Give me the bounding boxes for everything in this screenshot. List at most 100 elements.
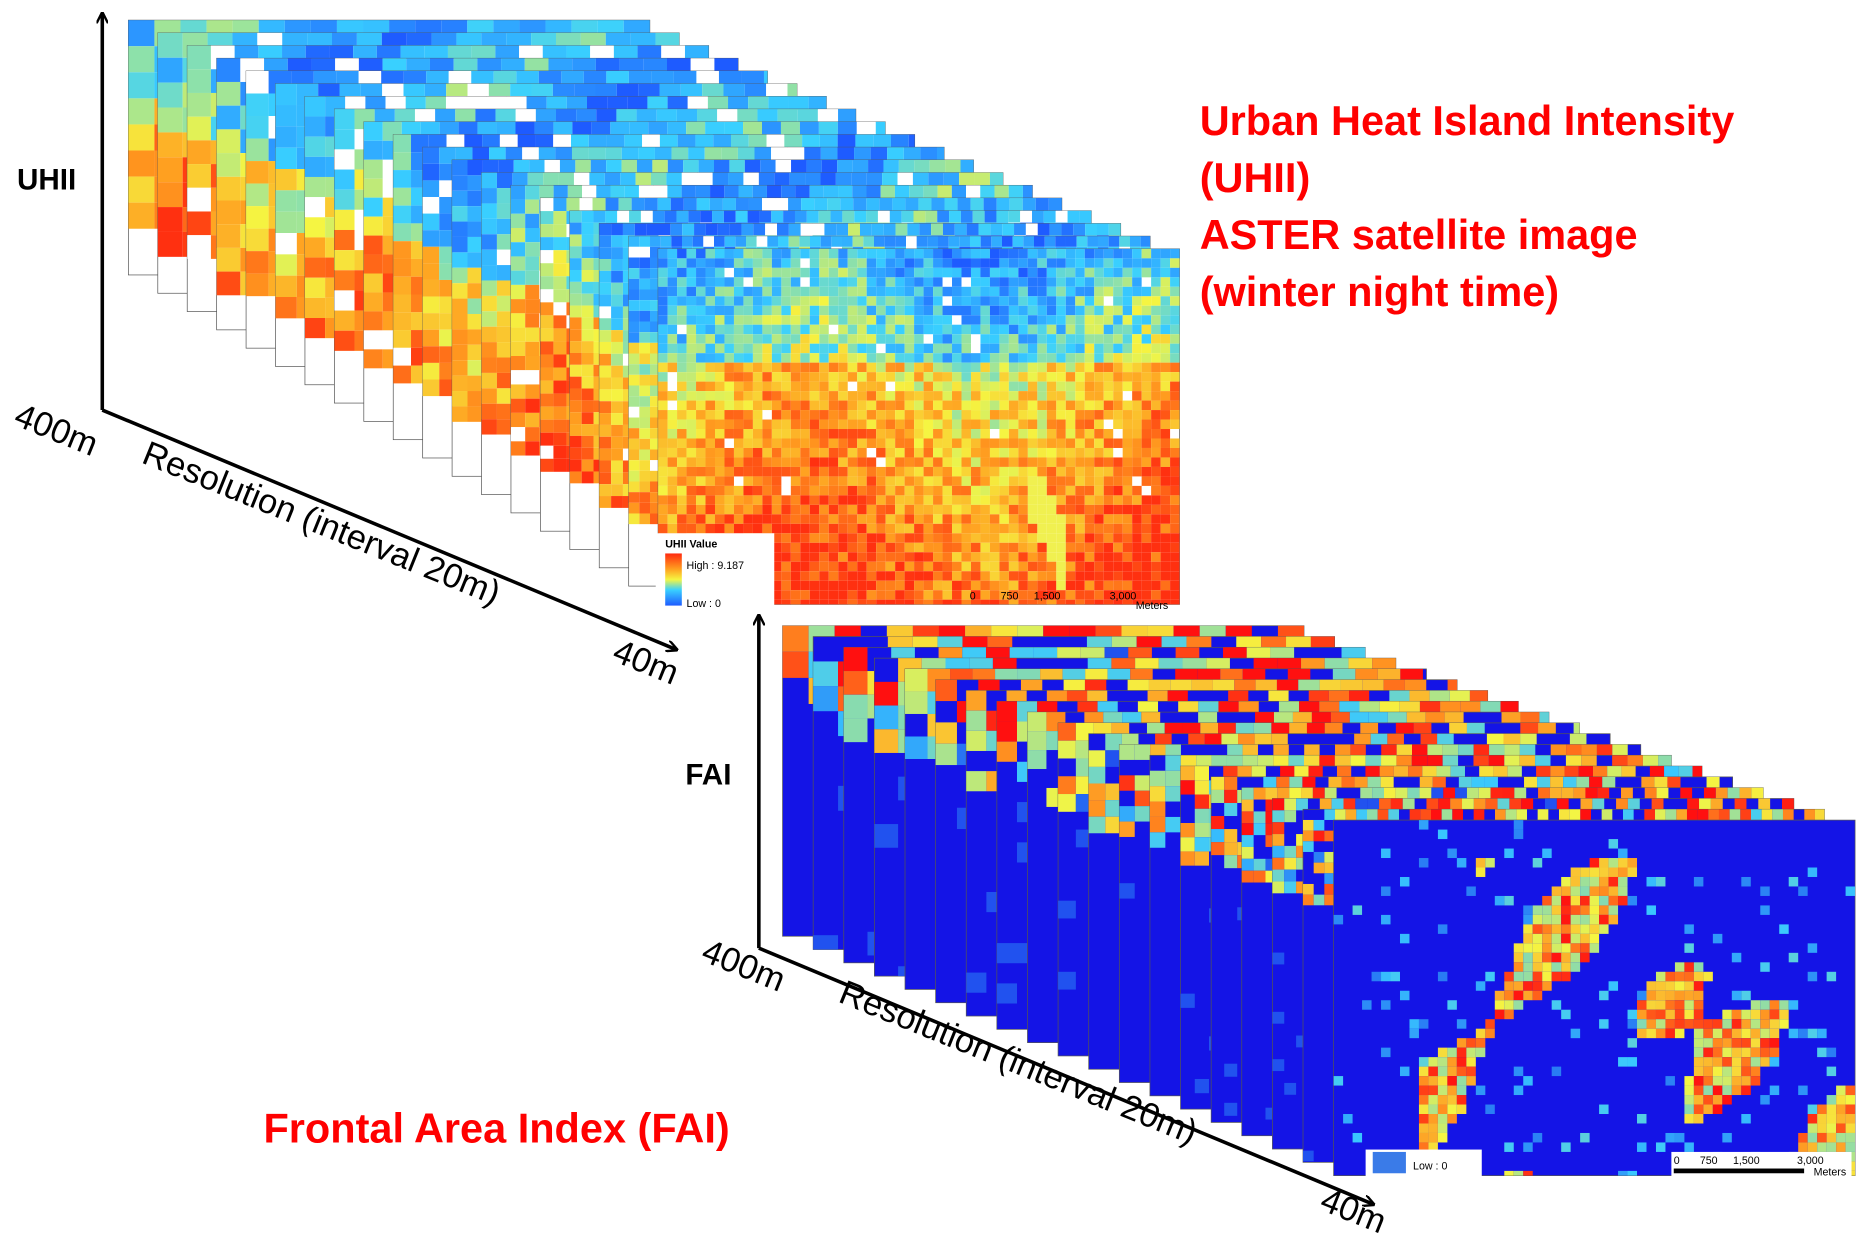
heatmap-cell [762, 198, 775, 211]
heatmap-cell [582, 353, 594, 365]
heatmap-cell [734, 344, 743, 353]
heatmap-cell [1047, 401, 1056, 410]
heatmap-cell [1009, 533, 1018, 542]
heatmap-cell [639, 396, 650, 407]
heatmap-cell [1028, 505, 1037, 514]
heatmap-cell [924, 562, 933, 571]
heatmap-cell [800, 467, 809, 476]
heatmap-cell [1047, 495, 1056, 504]
heatmap-cell [753, 401, 762, 410]
heatmap-cell [886, 581, 895, 590]
heatmap-cell [985, 211, 997, 223]
heatmap-cell [999, 571, 1008, 580]
heatmap-cell [1142, 495, 1151, 504]
heatmap-cell [582, 270, 594, 282]
heatmap-cell [553, 433, 566, 446]
heatmap-cell [1123, 268, 1132, 277]
heatmap-cell [540, 237, 553, 250]
heatmap-cell [1094, 353, 1103, 362]
heatmap-cell [980, 429, 989, 438]
heatmap-cell [1094, 372, 1103, 381]
heatmap-cell [1066, 420, 1075, 429]
heatmap-cell [611, 354, 623, 366]
heatmap-cell [800, 391, 809, 400]
heatmap-cell [611, 484, 623, 496]
heatmap-cell [886, 438, 895, 447]
heatmap-cell [999, 258, 1008, 267]
heatmap-cell [895, 486, 904, 495]
heatmap-cell [1018, 600, 1027, 605]
heatmap-cell [914, 524, 923, 533]
heatmap-cell [905, 543, 914, 552]
heatmap-cell [706, 344, 715, 353]
heatmap-cell [914, 514, 923, 523]
heatmap-cell [762, 249, 771, 258]
heatmap-cell [924, 401, 933, 410]
heatmap-cell [840, 198, 853, 211]
heatmap-cell [1018, 306, 1027, 315]
heatmap-cell [980, 344, 989, 353]
heatmap-cell [819, 306, 828, 315]
heatmap-cell [1009, 505, 1018, 514]
heatmap-cell [1151, 476, 1160, 485]
heatmap-cell [1075, 486, 1084, 495]
heatmap-cell [629, 247, 640, 258]
heatmap-cell [639, 343, 650, 354]
heatmap-cell [895, 391, 904, 400]
heatmap-cell [1094, 382, 1103, 391]
heatmap-cell [905, 590, 914, 599]
heatmap-cell [658, 495, 667, 504]
heatmap-cell [933, 249, 942, 258]
heatmap-cell [781, 543, 790, 552]
heatmap-cell [997, 983, 1017, 1003]
heatmap-cell [677, 249, 686, 258]
heatmap-cell [772, 268, 781, 277]
heatmap-cell [905, 429, 914, 438]
heatmap-cell [1028, 277, 1037, 286]
heatmap-cell [971, 457, 980, 466]
heatmap-cell [1037, 401, 1046, 410]
heatmap-cell [158, 157, 183, 182]
heatmap-cell [867, 372, 876, 381]
heatmap-cell [848, 562, 857, 571]
heatmap-cell [1066, 467, 1075, 476]
heatmap-cell [1170, 543, 1179, 552]
heatmap-cell [895, 185, 909, 199]
heatmap-cell [819, 315, 828, 324]
heatmap-cell [734, 258, 743, 267]
heatmap-cell [1142, 344, 1151, 353]
heatmap-cell [772, 505, 781, 514]
heatmap-cell [668, 438, 677, 447]
heatmap-cell [905, 410, 914, 419]
heatmap-cell [819, 467, 828, 476]
heatmap-cell [933, 495, 942, 504]
heatmap-cell [762, 277, 771, 286]
heatmap-cell [706, 363, 715, 372]
heatmap-cell [1028, 306, 1037, 315]
heatmap-cell [886, 401, 895, 410]
heatmap-cell [1066, 372, 1075, 381]
heatmap-cell [1036, 198, 1049, 211]
heatmap-cell [611, 366, 623, 378]
heatmap-cell [829, 344, 838, 353]
heatmap-cell [687, 505, 696, 514]
heatmap-cell [801, 223, 813, 235]
heatmap-cell [1211, 777, 1224, 790]
heatmap-cell [829, 438, 838, 447]
heatmap-cell [781, 306, 790, 315]
heatmap-cell [1027, 750, 1046, 769]
heatmap-cell [971, 410, 980, 419]
heatmap-cell [914, 401, 923, 410]
heatmap-cell [482, 311, 497, 326]
heatmap-cell [857, 277, 866, 286]
heatmap-cell [924, 296, 933, 305]
heatmap-cell [791, 372, 800, 381]
heatmap-cell [653, 211, 665, 223]
heatmap-cell [952, 287, 961, 296]
heatmap-cell [629, 460, 640, 471]
heatmap-cell [658, 258, 667, 267]
heatmap-cell [706, 391, 715, 400]
heatmap-cell [1009, 438, 1018, 447]
heatmap-cell [791, 325, 800, 334]
heatmap-cell [829, 562, 838, 571]
